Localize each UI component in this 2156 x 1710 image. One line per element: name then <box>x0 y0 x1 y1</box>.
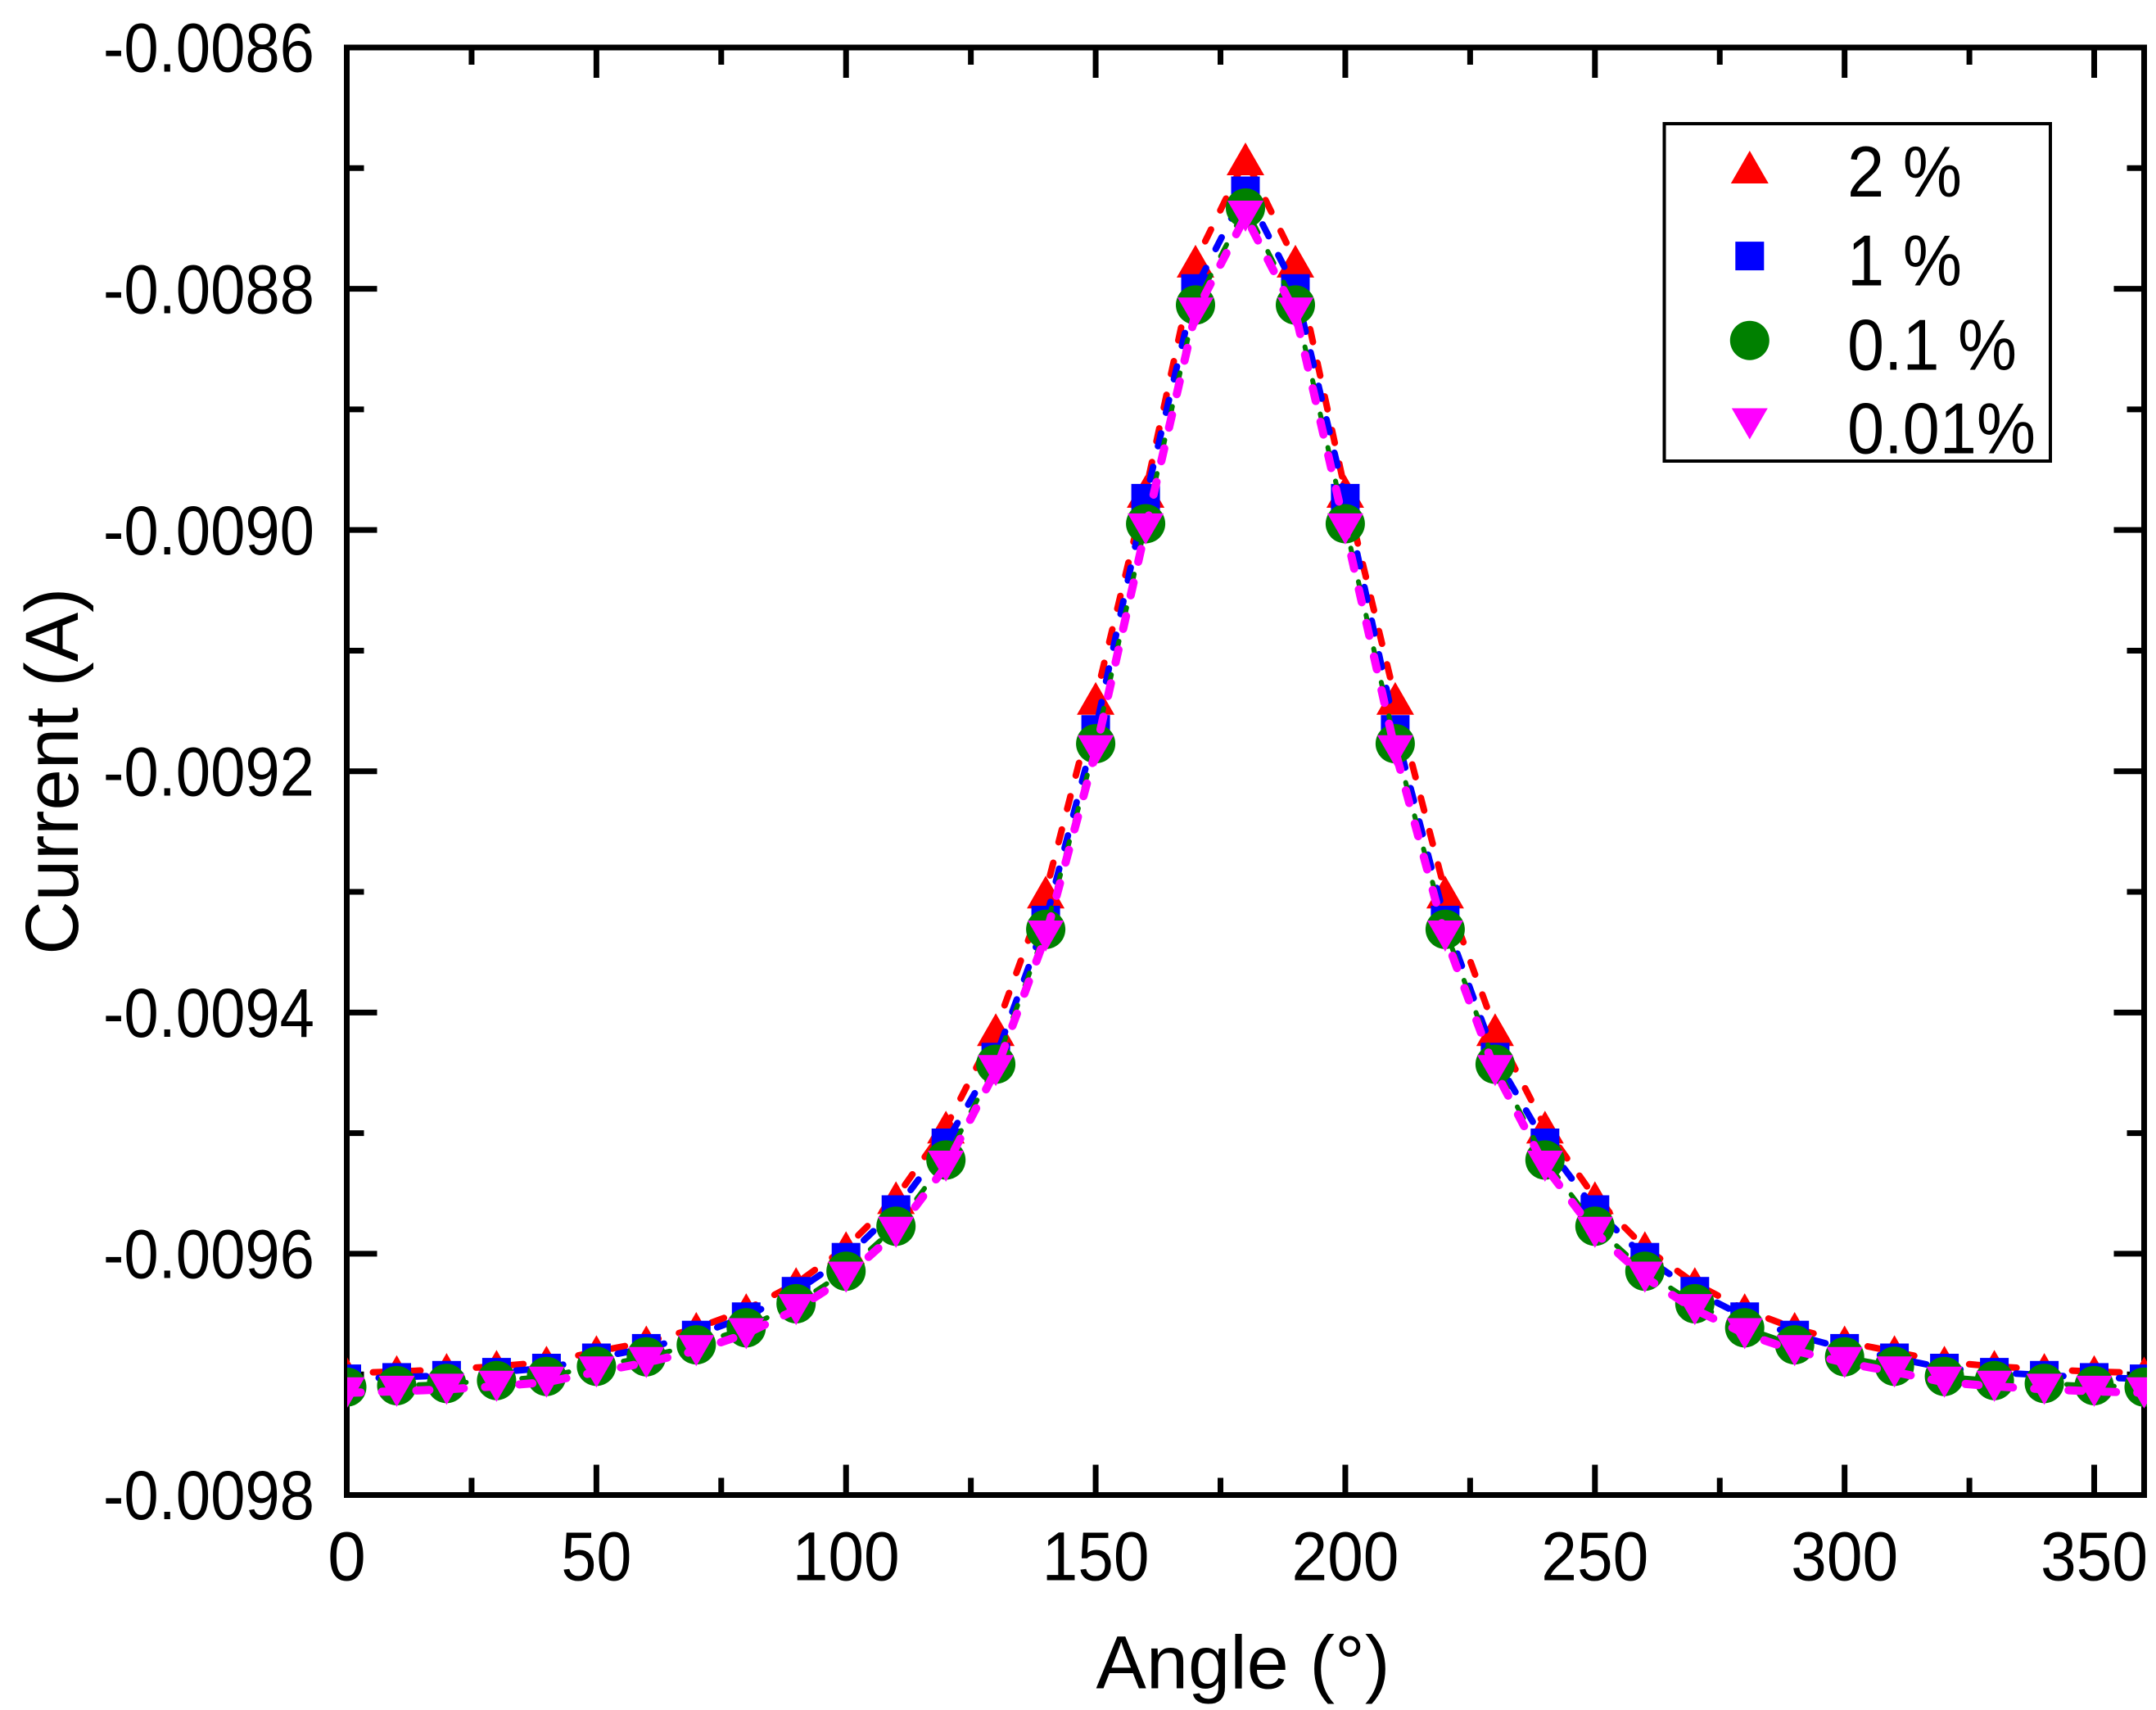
svg-text:-0.0092: -0.0092 <box>103 733 314 810</box>
svg-text:-0.0094: -0.0094 <box>103 975 314 1052</box>
svg-text:100: 100 <box>793 1518 900 1595</box>
svg-text:-0.0098: -0.0098 <box>103 1457 314 1534</box>
svg-text:300: 300 <box>1791 1518 1898 1595</box>
svg-text:1 %: 1 % <box>1847 220 1962 301</box>
svg-text:50: 50 <box>561 1518 631 1595</box>
svg-text:-0.0088: -0.0088 <box>103 251 314 328</box>
svg-text:0.01%: 0.01% <box>1847 388 2036 469</box>
svg-text:200: 200 <box>1291 1518 1399 1595</box>
svg-text:0: 0 <box>328 1518 366 1595</box>
svg-text:-0.0086: -0.0086 <box>103 10 314 87</box>
svg-text:-0.0096: -0.0096 <box>103 1216 314 1293</box>
svg-text:150: 150 <box>1042 1518 1150 1595</box>
svg-text:0.1 %: 0.1 % <box>1847 305 2017 386</box>
svg-text:2 %: 2 % <box>1847 131 1962 212</box>
svg-text:Angle (°): Angle (°) <box>1096 1621 1390 1704</box>
svg-text:Current (A): Current (A) <box>11 588 94 955</box>
svg-text:250: 250 <box>1541 1518 1648 1595</box>
svg-text:-0.0090: -0.0090 <box>103 492 314 569</box>
svg-text:350: 350 <box>2041 1518 2148 1595</box>
